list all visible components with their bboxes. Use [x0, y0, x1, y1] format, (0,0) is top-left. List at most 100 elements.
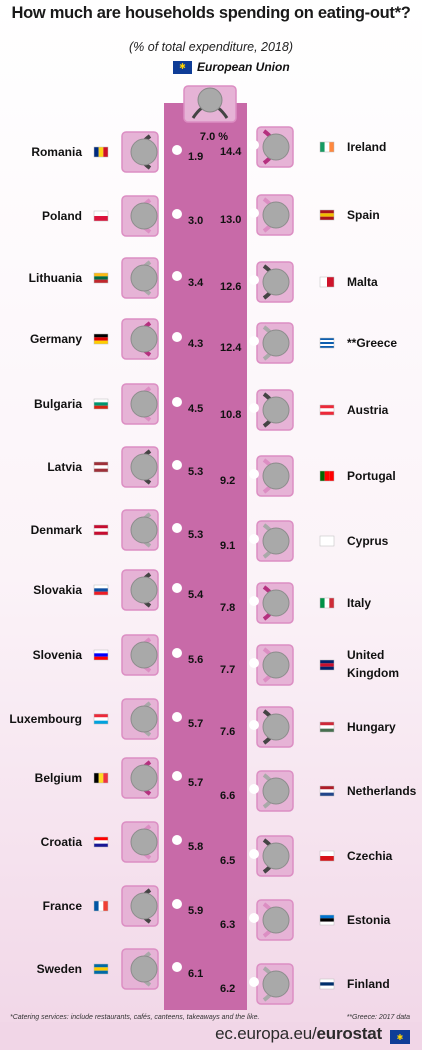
- diner-left-france: France 5.9: [43, 885, 203, 927]
- diner-left-luxembourg: Luxembourg 5.7: [9, 698, 203, 740]
- chart-title: How much are households spending on eati…: [11, 4, 411, 22]
- flag-stripe: [94, 399, 108, 403]
- flag-border: [93, 210, 109, 222]
- flag-stripe: [320, 342, 334, 344]
- diner-right-austria: 10.8 Austria: [220, 389, 389, 431]
- diner-head: [130, 325, 158, 353]
- plate: [172, 460, 182, 470]
- flag-stripe: [94, 970, 108, 974]
- flag-stripe: [320, 792, 334, 796]
- flag-stripe: [320, 471, 325, 481]
- diner-head: [262, 651, 290, 679]
- plate: [249, 596, 259, 606]
- flag-icon: [93, 772, 109, 784]
- value-label: 5.6: [188, 654, 203, 666]
- flag-icon: [93, 333, 109, 345]
- value-label: 3.0: [188, 215, 203, 227]
- flag-stripe: [324, 598, 330, 608]
- plate: [249, 403, 259, 413]
- flag-stripe: [94, 337, 108, 341]
- eu-legend: ✱ European Union: [173, 59, 290, 75]
- flag-stripe: [94, 216, 108, 221]
- value-label: 3.4: [188, 277, 204, 289]
- flag-stripe: [94, 588, 108, 592]
- flag-stripe: [320, 666, 334, 670]
- flag-icon: [319, 404, 335, 416]
- flag-icon: [319, 785, 335, 797]
- diner-right-malta: 12.6 Malta: [220, 261, 378, 303]
- flag-stripe: [98, 147, 104, 157]
- diner-head: [130, 955, 158, 983]
- chart-subtitle: (% of total expenditure, 2018): [129, 40, 293, 54]
- flag-stripe: [98, 901, 104, 911]
- flag-stripe: [94, 273, 108, 277]
- flag-border: [319, 470, 335, 482]
- footer-url[interactable]: ec.europa.eu/eurostat: [215, 1024, 382, 1044]
- flag-icon: [93, 210, 109, 222]
- diner-left-lithuania: Lithuania 3.4: [29, 257, 204, 299]
- flag-stripe: [320, 598, 325, 608]
- flag-stripe: [324, 142, 330, 152]
- value-label: 5.7: [188, 777, 203, 789]
- country-label: Denmark: [31, 523, 83, 537]
- country-label: Netherlands: [347, 784, 417, 798]
- diner-head: [262, 777, 290, 805]
- plate: [172, 145, 182, 155]
- flag-border: [93, 333, 109, 345]
- value-label: 6.3: [220, 919, 235, 931]
- flag-border: [93, 772, 109, 784]
- diner-head: [262, 589, 290, 617]
- diner-right-cyprus: 9.1 Cyprus: [220, 520, 389, 562]
- value-label: 5.7: [188, 718, 203, 730]
- country-label: Czechia: [347, 849, 393, 863]
- value-label: 5.3: [188, 529, 203, 541]
- diner-head: [262, 527, 290, 555]
- country-label: Estonia: [347, 913, 391, 927]
- country-label: Lithuania: [29, 271, 83, 285]
- flag-stripe: [320, 346, 334, 348]
- diner-head: [130, 764, 158, 792]
- flag-stripe: [320, 979, 334, 983]
- flag-stripe: [320, 725, 334, 729]
- diner-right-netherlands: 6.6 Netherlands: [220, 770, 417, 812]
- flag-stripe: [329, 142, 334, 152]
- value-label: 5.4: [188, 589, 204, 601]
- plate: [249, 336, 259, 346]
- flag-border: [319, 850, 335, 862]
- value-label: 5.8: [188, 841, 203, 853]
- value-label: 10.8: [220, 409, 241, 421]
- flag-stripe: [320, 851, 334, 856]
- flag-icon: [319, 209, 335, 221]
- plate: [172, 583, 182, 593]
- flag-border: [93, 146, 109, 158]
- flag-stripe: [103, 773, 108, 783]
- plate: [172, 899, 182, 909]
- plate: [249, 784, 259, 794]
- diner-head: [262, 713, 290, 741]
- diner-left-belgium: Belgium 5.7: [35, 757, 203, 799]
- diner-right-finland: 6.2 Finland: [220, 963, 390, 1005]
- flag-icon: [319, 721, 335, 733]
- diner-head: [262, 201, 290, 229]
- diner-right-ireland: 14.4 Ireland: [220, 126, 386, 168]
- flag-stripe: [320, 536, 334, 546]
- plate: [249, 849, 259, 859]
- flag-stripe: [94, 531, 108, 535]
- flag-stripe: [94, 276, 108, 280]
- flag-icon: [319, 850, 335, 862]
- value-label: 1.9: [188, 151, 203, 163]
- diner-right-czechia: 6.5 Czechia: [220, 835, 393, 877]
- flag-stripe: [320, 915, 334, 919]
- eu-legend-label: European Union: [197, 60, 290, 74]
- diner-head: [262, 906, 290, 934]
- plate: [172, 397, 182, 407]
- plate: [172, 271, 182, 281]
- flag-stripe: [94, 901, 99, 911]
- value-label: 7.6: [220, 726, 235, 738]
- plate: [249, 275, 259, 285]
- flag-border: [93, 461, 109, 473]
- plate: [249, 658, 259, 668]
- flag-border: [319, 337, 335, 349]
- diner-head: [130, 264, 158, 292]
- plate: [172, 835, 182, 845]
